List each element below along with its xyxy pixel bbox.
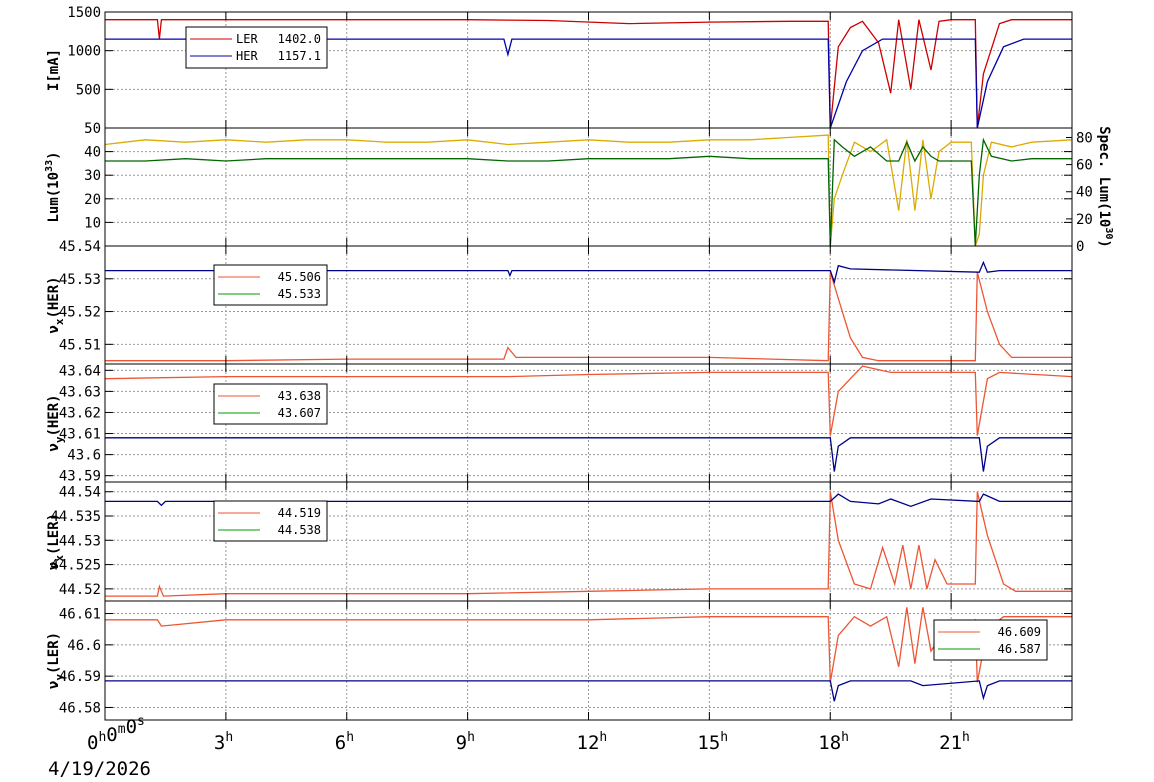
legend-box bbox=[185, 26, 328, 69]
legend-value: 45.533 bbox=[278, 287, 321, 301]
legend-name: HER bbox=[236, 49, 258, 63]
y-tick-label: 30 bbox=[84, 168, 101, 184]
x-tick-label: 15h bbox=[697, 730, 728, 754]
right-tick-label: 20 bbox=[1076, 212, 1093, 228]
y-tick-label: 43.6 bbox=[67, 448, 101, 464]
y-tick-label: 44.535 bbox=[50, 509, 101, 525]
y-tick-label: 1000 bbox=[67, 44, 101, 60]
y-axis-label: νy(LER) bbox=[46, 632, 66, 689]
y-tick-label: 46.58 bbox=[59, 700, 101, 716]
y-tick-label: 44.53 bbox=[59, 533, 101, 549]
panel-nuy_ler: 46.58 46.59 46.6 46.61 νy(LER) 46.609 46.587 bbox=[46, 600, 1073, 721]
legend-box bbox=[933, 619, 1048, 661]
y-tick-label: 44.52 bbox=[59, 582, 101, 598]
x-tick-label: 21h bbox=[939, 730, 970, 754]
legend-value: 43.638 bbox=[278, 389, 321, 403]
legend-value: 46.587 bbox=[998, 642, 1041, 656]
series-nux_ler-1 bbox=[105, 493, 1072, 507]
legend-box bbox=[213, 500, 328, 542]
y-tick-label: 20 bbox=[84, 192, 101, 208]
legend: 43.638 43.607 bbox=[213, 383, 328, 425]
y-axis-label: νx(LER) bbox=[46, 513, 66, 570]
legend-name: LER bbox=[236, 32, 258, 46]
right-tick-label: 80 bbox=[1076, 130, 1093, 146]
legend: 46.609 46.587 bbox=[933, 619, 1048, 661]
panel-current: 500 1000 1500 I[mA] LER 1402.0 HER 1157.1 bbox=[46, 5, 1073, 129]
x-tick-label: 6h bbox=[335, 730, 354, 754]
x-tick-label: 18h bbox=[818, 730, 849, 754]
x-tick-label: 9h bbox=[456, 730, 475, 754]
y-tick-label: 45.51 bbox=[59, 337, 101, 353]
legend: 45.506 45.533 bbox=[213, 264, 328, 306]
panel-nux_her: 45.51 45.52 45.53 45.54 νx(HER) 45.506 45.533 bbox=[46, 239, 1073, 365]
series-nuy_ler-1 bbox=[105, 680, 1072, 702]
y-tick-label: 1500 bbox=[67, 5, 101, 21]
y-tick-label: 43.59 bbox=[59, 469, 101, 485]
y-axis-label: νx(HER) bbox=[46, 276, 66, 333]
panel-nux_ler: 44.52 44.525 44.53 44.535 44.54 νx(LER) 44.519… bbox=[46, 481, 1073, 602]
legend-box bbox=[213, 383, 328, 425]
legend: 44.519 44.538 bbox=[213, 500, 328, 542]
series-current-1 bbox=[105, 38, 1072, 129]
right-tick-label: 60 bbox=[1076, 158, 1093, 174]
y-tick-label: 43.61 bbox=[59, 427, 101, 443]
y-tick-label: 43.64 bbox=[59, 363, 101, 379]
y-tick-label: 45.53 bbox=[59, 272, 101, 288]
legend-value: 45.506 bbox=[278, 270, 321, 284]
legend-value: 44.538 bbox=[278, 523, 321, 537]
y-tick-label: 43.62 bbox=[59, 405, 101, 421]
series-nux_ler-0 bbox=[105, 491, 1072, 597]
y-tick-label: 50 bbox=[84, 121, 101, 137]
panel-nuy_her: 43.59 43.6 43.61 43.62 43.63 43.64 νy(HER) 43.6… bbox=[46, 363, 1073, 485]
y-tick-label: 45.54 bbox=[59, 239, 101, 255]
y-tick-label: 500 bbox=[76, 82, 101, 98]
y-tick-label: 10 bbox=[84, 215, 101, 231]
legend-box bbox=[213, 264, 328, 306]
legend-value: 1402.0 bbox=[278, 32, 321, 46]
y-tick-label: 46.59 bbox=[59, 669, 101, 685]
x-tick-label: 12h bbox=[577, 730, 608, 754]
legend-value: 43.607 bbox=[278, 406, 321, 420]
series-nux_her-1 bbox=[105, 260, 1072, 285]
x-tick-label: 3h bbox=[214, 730, 233, 754]
series-nuy_her-1 bbox=[105, 437, 1072, 472]
y-tick-label: 44.54 bbox=[59, 485, 101, 501]
y-tick-label: 46.6 bbox=[67, 638, 101, 654]
legend-value: 46.609 bbox=[998, 625, 1041, 639]
y-tick-label: 40 bbox=[84, 145, 101, 161]
panel-lum: 10 20 30 40 50 0 20 40 60 80 Spec. Lum(1030) Lum(10… bbox=[44, 121, 1114, 255]
legend-value: 44.519 bbox=[278, 506, 321, 520]
series-nuy_her-0 bbox=[104, 365, 1073, 436]
y-tick-label: 44.525 bbox=[50, 558, 101, 574]
legend: LER 1402.0 HER 1157.1 bbox=[185, 26, 328, 69]
right-axis-label: Spec. Lum(1030) bbox=[1096, 126, 1114, 248]
x-tick-label: 0h0m0s bbox=[87, 714, 145, 754]
y-tick-label: 45.52 bbox=[59, 305, 101, 321]
legend-value: 1157.1 bbox=[278, 49, 321, 63]
series-lum-1 bbox=[105, 137, 1072, 247]
y-axis-label: νy(HER) bbox=[46, 394, 66, 451]
right-tick-label: 40 bbox=[1076, 185, 1093, 201]
y-tick-label: 43.63 bbox=[59, 384, 101, 400]
y-axis-label: I[mA] bbox=[46, 49, 62, 91]
date-label: 4/19/2026 bbox=[48, 758, 151, 780]
y-tick-label: 46.61 bbox=[59, 607, 101, 623]
right-tick-label: 0 bbox=[1076, 239, 1084, 255]
y-axis-label: Lum(1033) bbox=[44, 151, 62, 222]
x-axis: 0h0m0s 3h 6h 9h 12h 15h 18h 21h bbox=[87, 714, 970, 754]
